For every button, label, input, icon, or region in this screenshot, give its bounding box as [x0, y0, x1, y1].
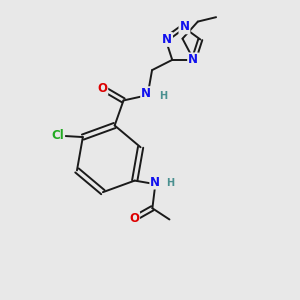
Text: N: N — [141, 87, 151, 100]
Text: H: H — [167, 178, 175, 188]
Text: O: O — [97, 82, 107, 94]
Text: O: O — [129, 212, 139, 225]
Text: N: N — [179, 20, 189, 33]
Text: H: H — [159, 91, 167, 101]
Text: Cl: Cl — [51, 129, 64, 142]
Text: N: N — [188, 53, 198, 66]
Text: N: N — [150, 176, 160, 189]
Text: N: N — [162, 33, 172, 46]
